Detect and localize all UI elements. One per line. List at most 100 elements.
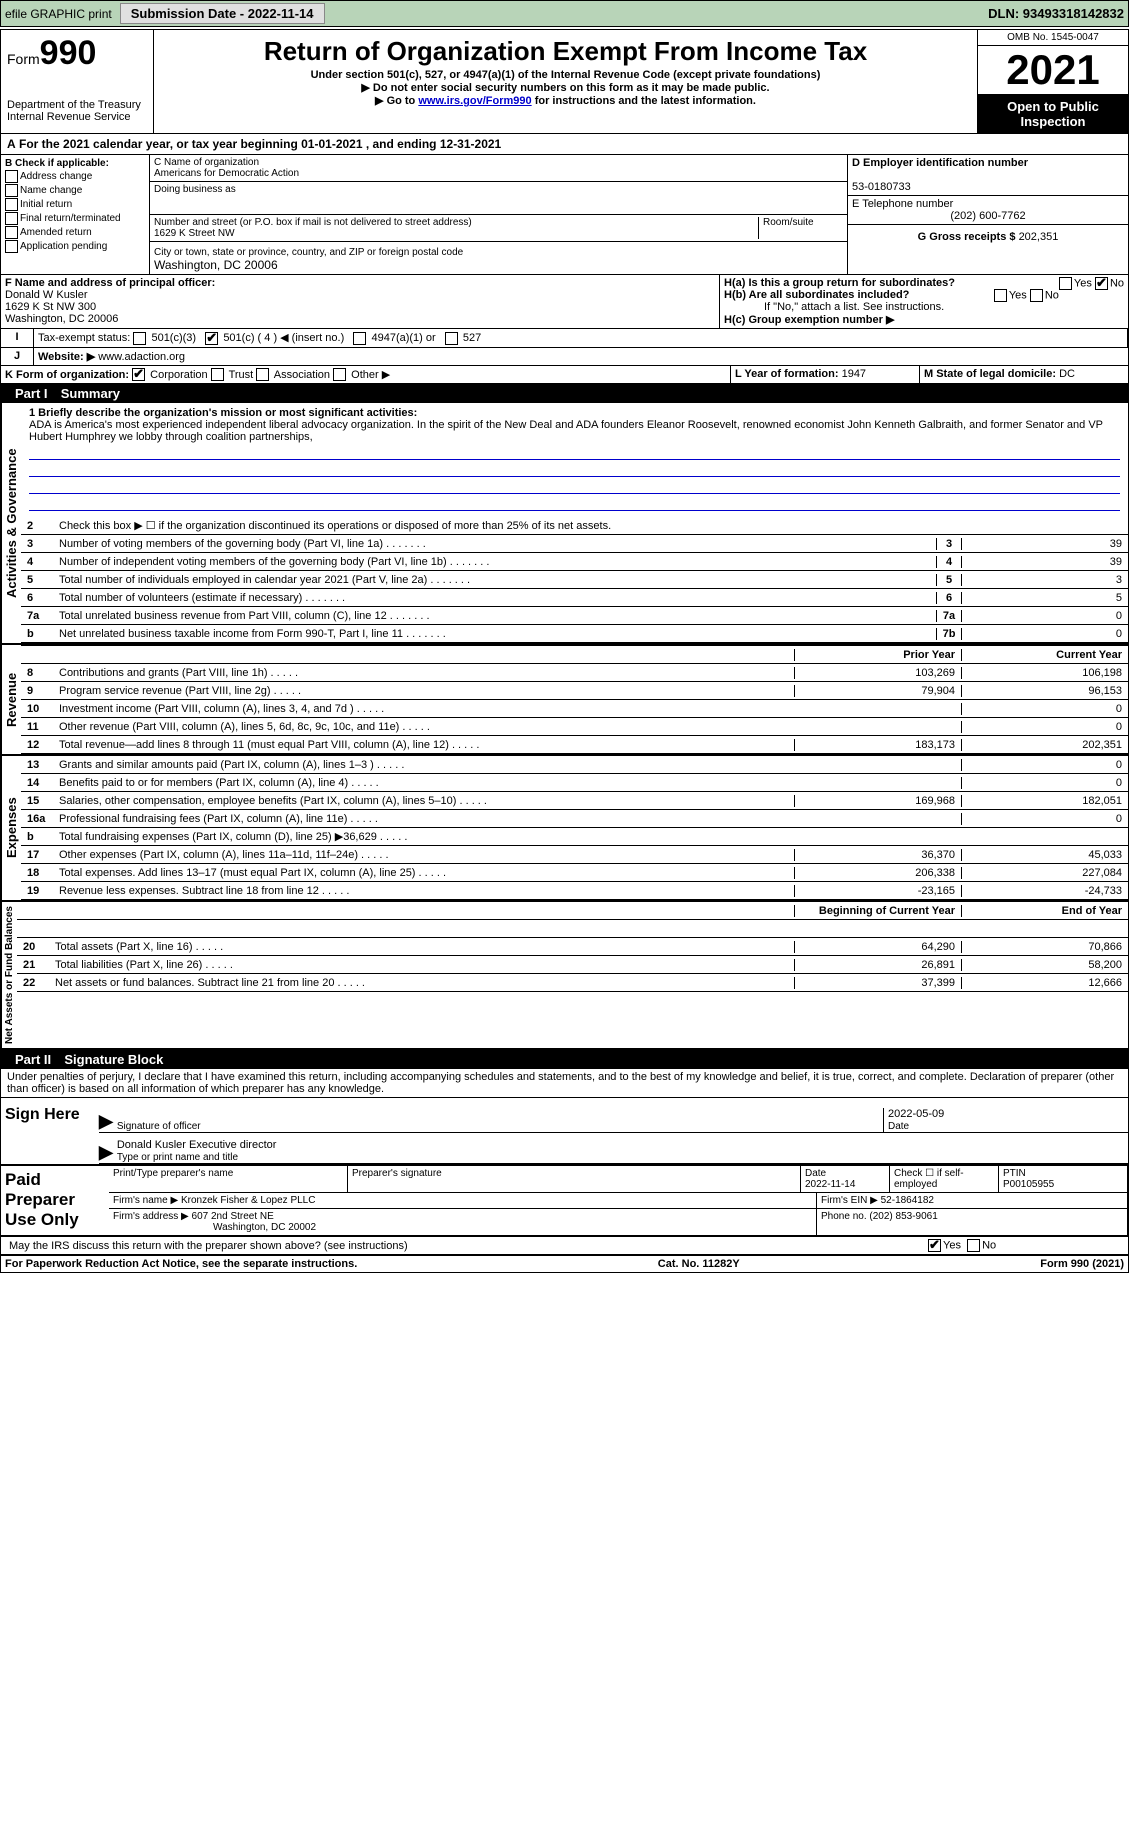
subtitle-2: ▶ Do not enter social security numbers o… (158, 81, 973, 94)
curr-year-hdr: Current Year (961, 649, 1128, 661)
table-row: 14Benefits paid to or for members (Part … (21, 774, 1128, 792)
dln-label: DLN: 93493318142832 (988, 6, 1124, 21)
table-row: 18Total expenses. Add lines 13–17 (must … (21, 864, 1128, 882)
ptin-val: P00105955 (1003, 1179, 1054, 1190)
netassets-section: Net Assets or Fund Balances Beginning of… (1, 902, 1128, 1050)
table-row: 6Total number of volunteers (estimate if… (21, 589, 1128, 607)
end-year-hdr: End of Year (961, 905, 1128, 917)
dba-label: Doing business as (154, 184, 236, 195)
assoc-checkbox[interactable] (256, 368, 269, 381)
firm-ein-val: 52-1864182 (881, 1195, 934, 1206)
table-row: 11Other revenue (Part VIII, column (A), … (21, 718, 1128, 736)
subtitle-3: ▶ Go to www.irs.gov/Form990 for instruct… (158, 94, 973, 107)
q1-label: 1 Briefly describe the organization's mi… (29, 407, 417, 419)
irs-link[interactable]: www.irs.gov/Form990 (418, 95, 531, 107)
officer-addr2: Washington, DC 20006 (5, 313, 118, 325)
firm-name-label: Firm's name ▶ (113, 1195, 178, 1206)
form-header: Form990 Department of the Treasury Inter… (1, 30, 1128, 134)
sig-officer-label: Signature of officer (117, 1121, 201, 1132)
org-name: Americans for Democratic Action (154, 168, 299, 179)
discuss-yes-checkbox[interactable] (928, 1239, 941, 1252)
trust-checkbox[interactable] (211, 368, 224, 381)
year-formation-val: 1947 (842, 368, 866, 380)
prep-name-hdr: Print/Type preparer's name (109, 1166, 348, 1192)
firm-ein-label: Firm's EIN ▶ (821, 1195, 878, 1206)
officer-label: F Name and address of principal officer: (5, 277, 215, 289)
gross-val: 202,351 (1019, 231, 1059, 243)
street-addr: 1629 K Street NW (154, 228, 235, 239)
sig-date-label: Date (888, 1121, 909, 1132)
prep-date-hdr: Date (805, 1168, 826, 1179)
page-footer: For Paperwork Reduction Act Notice, see … (1, 1256, 1128, 1272)
ha-no-checkbox[interactable] (1095, 277, 1108, 290)
submission-date-btn[interactable]: Submission Date - 2022-11-14 (120, 3, 325, 24)
omb-label: OMB No. 1545-0047 (978, 30, 1128, 46)
table-row: 5Total number of individuals employed in… (21, 571, 1128, 589)
exp-vlabel: Expenses (1, 756, 21, 900)
table-row: 22Net assets or fund balances. Subtract … (17, 974, 1128, 992)
col-b-checkboxes: B Check if applicable: Address change Na… (1, 155, 150, 274)
firm-addr-label: Firm's address ▶ (113, 1211, 189, 1222)
form-number: Form990 (7, 34, 147, 73)
table-row: 20Total assets (Part X, line 16) . . . .… (17, 938, 1128, 956)
527-checkbox[interactable] (445, 332, 458, 345)
section-f-h: F Name and address of principal officer:… (1, 275, 1128, 329)
table-row: bNet unrelated business taxable income f… (21, 625, 1128, 643)
final-return-checkbox[interactable] (5, 212, 18, 225)
firm-phone-val: (202) 853-9061 (869, 1211, 937, 1222)
begin-year-hdr: Beginning of Current Year (794, 905, 961, 917)
4947-checkbox[interactable] (353, 332, 366, 345)
form-title: Return of Organization Exempt From Incom… (158, 36, 973, 67)
hb-note: If "No," attach a list. See instructions… (724, 301, 1124, 313)
tax-year: 2021 (978, 46, 1128, 95)
name-change-checkbox[interactable] (5, 184, 18, 197)
ha-yes-checkbox[interactable] (1059, 277, 1072, 290)
other-checkbox[interactable] (333, 368, 346, 381)
amended-checkbox[interactable] (5, 226, 18, 239)
501c3-checkbox[interactable] (133, 332, 146, 345)
discuss-no-checkbox[interactable] (967, 1239, 980, 1252)
dept-label: Department of the Treasury (7, 99, 147, 111)
org-name-label: C Name of organization (154, 157, 259, 168)
ein-val: 53-0180733 (852, 181, 911, 193)
state-domicile-val: DC (1059, 368, 1075, 380)
phone-val: (202) 600-7762 (852, 210, 1124, 222)
firm-addr1: 607 2nd Street NE (192, 1211, 274, 1222)
year-formation-label: L Year of formation: (735, 368, 839, 380)
arrow-icon: ▶ (99, 1142, 113, 1163)
prior-year-hdr: Prior Year (794, 649, 961, 661)
officer-addr1: 1629 K St NW 300 (5, 301, 96, 313)
subtitle-1: Under section 501(c), 527, or 4947(a)(1)… (158, 69, 973, 81)
section-i-j: I Tax-exempt status: 501(c)(3) 501(c) ( … (1, 329, 1128, 348)
part2-header: Part II Signature Block (1, 1050, 1128, 1069)
initial-return-checkbox[interactable] (5, 198, 18, 211)
table-row: 21Total liabilities (Part X, line 26) . … (17, 956, 1128, 974)
website-label: Website: ▶ (38, 351, 95, 363)
table-row: 3Number of voting members of the governi… (21, 535, 1128, 553)
mission-desc: ADA is America's most experienced indepe… (29, 419, 1103, 443)
table-row: 17Other expenses (Part IX, column (A), l… (21, 846, 1128, 864)
sign-here-label: Sign Here (1, 1098, 99, 1164)
typed-label: Type or print name and title (117, 1152, 238, 1163)
ag-vlabel: Activities & Governance (1, 403, 21, 643)
hb-yes-checkbox[interactable] (994, 289, 1007, 302)
prep-sig-hdr: Preparer's signature (348, 1166, 801, 1192)
tax-status-label: Tax-exempt status: (38, 332, 130, 344)
hb-label: H(b) Are all subordinates included? (724, 289, 909, 301)
corp-checkbox[interactable] (132, 368, 145, 381)
table-row: 15Salaries, other compensation, employee… (21, 792, 1128, 810)
activities-governance-section: Activities & Governance 1 Briefly descri… (1, 403, 1128, 645)
hc-label: H(c) Group exemption number ▶ (724, 314, 894, 326)
501c-checkbox[interactable] (205, 332, 218, 345)
addr-change-checkbox[interactable] (5, 170, 18, 183)
paid-prep-label: Paid Preparer Use Only (1, 1166, 109, 1235)
efile-label: efile GRAPHIC print (5, 7, 112, 21)
table-row: 16aProfessional fundraising fees (Part I… (21, 810, 1128, 828)
table-row: 4Number of independent voting members of… (21, 553, 1128, 571)
part1-header: Part I Summary (1, 384, 1128, 403)
firm-name-val: Kronzek Fisher & Lopez PLLC (181, 1195, 316, 1206)
state-domicile-label: M State of legal domicile: (924, 368, 1056, 380)
hb-no-checkbox[interactable] (1030, 289, 1043, 302)
firm-addr2: Washington, DC 20002 (113, 1222, 316, 1233)
app-pending-checkbox[interactable] (5, 240, 18, 253)
